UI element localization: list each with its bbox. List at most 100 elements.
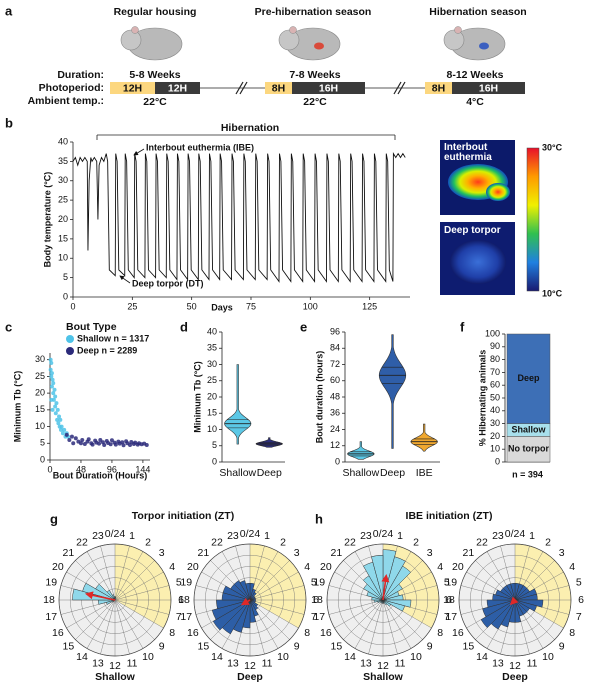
violin <box>224 364 252 445</box>
hour-label: 11 <box>262 658 273 670</box>
hour-label: 1 <box>129 530 135 542</box>
hour-label: 23 <box>92 530 104 542</box>
hour-label: 2 <box>545 537 551 549</box>
scatter-point <box>60 431 65 436</box>
hour-label: 22 <box>76 537 88 549</box>
scatter-point <box>67 437 72 442</box>
segment-label: Shallow <box>511 424 546 434</box>
hour-label: 16 <box>52 627 64 639</box>
hour-label: 18 <box>443 594 455 606</box>
hour-label: 3 <box>427 547 433 559</box>
polar-bar <box>245 582 251 601</box>
polar-bar <box>106 589 116 601</box>
y-tick-label: 5 <box>212 440 217 450</box>
polar-bar <box>233 580 251 601</box>
y-tick-label: 35 <box>207 343 217 353</box>
polar-bar <box>486 599 516 608</box>
hour-label: 2 <box>145 537 151 549</box>
thermal-label: Deep torpor <box>444 225 501 236</box>
stage-duration: 7-8 Weeks <box>289 69 340 81</box>
scatter-point <box>97 441 102 446</box>
mean-vector <box>381 573 390 601</box>
scatter-point <box>48 357 53 362</box>
hour-label: 22 <box>476 537 488 549</box>
y-tick-label: 72 <box>330 359 340 369</box>
panel-letter: c <box>5 319 12 334</box>
y-tick-label: 100 <box>485 328 500 338</box>
hour-label: 22 <box>211 537 223 549</box>
polar-spoke <box>382 599 398 655</box>
hour-label: 14 <box>344 651 356 663</box>
polar-spoke <box>114 599 130 655</box>
ambient-temp: 22°C <box>303 96 327 108</box>
hour-label: 6 <box>178 594 184 606</box>
hour-label: 10 <box>277 651 289 663</box>
hour-label: 4 <box>304 561 310 573</box>
hour-label: 16 <box>452 627 464 639</box>
scatter-point <box>73 436 78 441</box>
hour-label: 4 <box>569 561 575 573</box>
hour-label: 17 <box>313 611 325 623</box>
y-tick-label: 60 <box>330 375 340 385</box>
hour-label: 7 <box>444 611 450 623</box>
x-axis-label: Bout Duration (Hours) <box>53 470 148 480</box>
polar-bar <box>95 583 116 601</box>
scatter-point <box>78 441 83 446</box>
scatter-point <box>98 437 103 442</box>
hamster-icon <box>278 29 300 51</box>
scatter-point <box>80 437 85 442</box>
bar-segment <box>506 436 551 463</box>
ambient-temp: 22°C <box>143 96 167 108</box>
polar-spoke <box>114 599 155 640</box>
hour-label: 13 <box>360 658 372 670</box>
polar-spoke <box>75 599 116 640</box>
polar-spoke <box>249 585 305 601</box>
hour-label: 19 <box>313 577 325 589</box>
temperature-trace <box>72 152 406 283</box>
polar-bar <box>510 582 516 601</box>
x-tick-label: 48 <box>76 464 86 474</box>
y-tick-label: 15 <box>35 404 45 414</box>
bar-segment <box>506 333 551 424</box>
hour-label: 8 <box>169 627 175 639</box>
y-tick-label: 30 <box>58 175 68 185</box>
scatter-point <box>64 432 69 437</box>
y-tick-label: 10 <box>35 421 45 431</box>
polar-spoke <box>114 599 144 649</box>
scatter-point <box>49 374 54 379</box>
stage-title: Regular housing <box>114 6 197 18</box>
polar-spoke <box>66 599 116 629</box>
thermal-label: Interbout euthermia <box>444 142 492 163</box>
hour-label: 23 <box>227 530 239 542</box>
y-axis-label: Minimum Tb (°C) <box>12 371 22 443</box>
annotation: n = 394 <box>512 469 543 479</box>
hour-label: 11 <box>127 658 138 670</box>
panel-letter: a <box>5 3 13 18</box>
y-tick-label: 40 <box>490 405 500 415</box>
stage-title: Hibernation season <box>429 6 526 18</box>
panel-letter: h <box>315 511 323 526</box>
scatter-point <box>53 394 58 399</box>
y-tick-label: 30 <box>207 359 217 369</box>
hour-label: 0/24 <box>240 528 261 540</box>
scatter-point <box>58 417 63 422</box>
scatter-point <box>71 441 76 446</box>
polar-spoke <box>249 571 299 601</box>
scatter-point <box>48 367 53 372</box>
y-tick-label: 25 <box>35 371 45 381</box>
row-label: Photoperiod: <box>39 82 104 94</box>
hour-label: 13 <box>227 658 239 670</box>
polar-bar <box>382 599 405 612</box>
y-tick-label: 96 <box>330 326 340 336</box>
scatter-point <box>62 427 67 432</box>
hour-label: 16 <box>187 627 199 639</box>
scatter-point <box>58 427 63 432</box>
scatter-point <box>52 387 57 392</box>
row-label: Duration: <box>57 69 104 81</box>
scatter-point <box>109 438 114 443</box>
hour-label: 12 <box>509 660 521 672</box>
hour-label: 17 <box>45 611 57 623</box>
x-axis-label: Days <box>211 302 233 312</box>
hour-label: 10 <box>542 651 554 663</box>
hour-label: 9 <box>427 640 433 652</box>
